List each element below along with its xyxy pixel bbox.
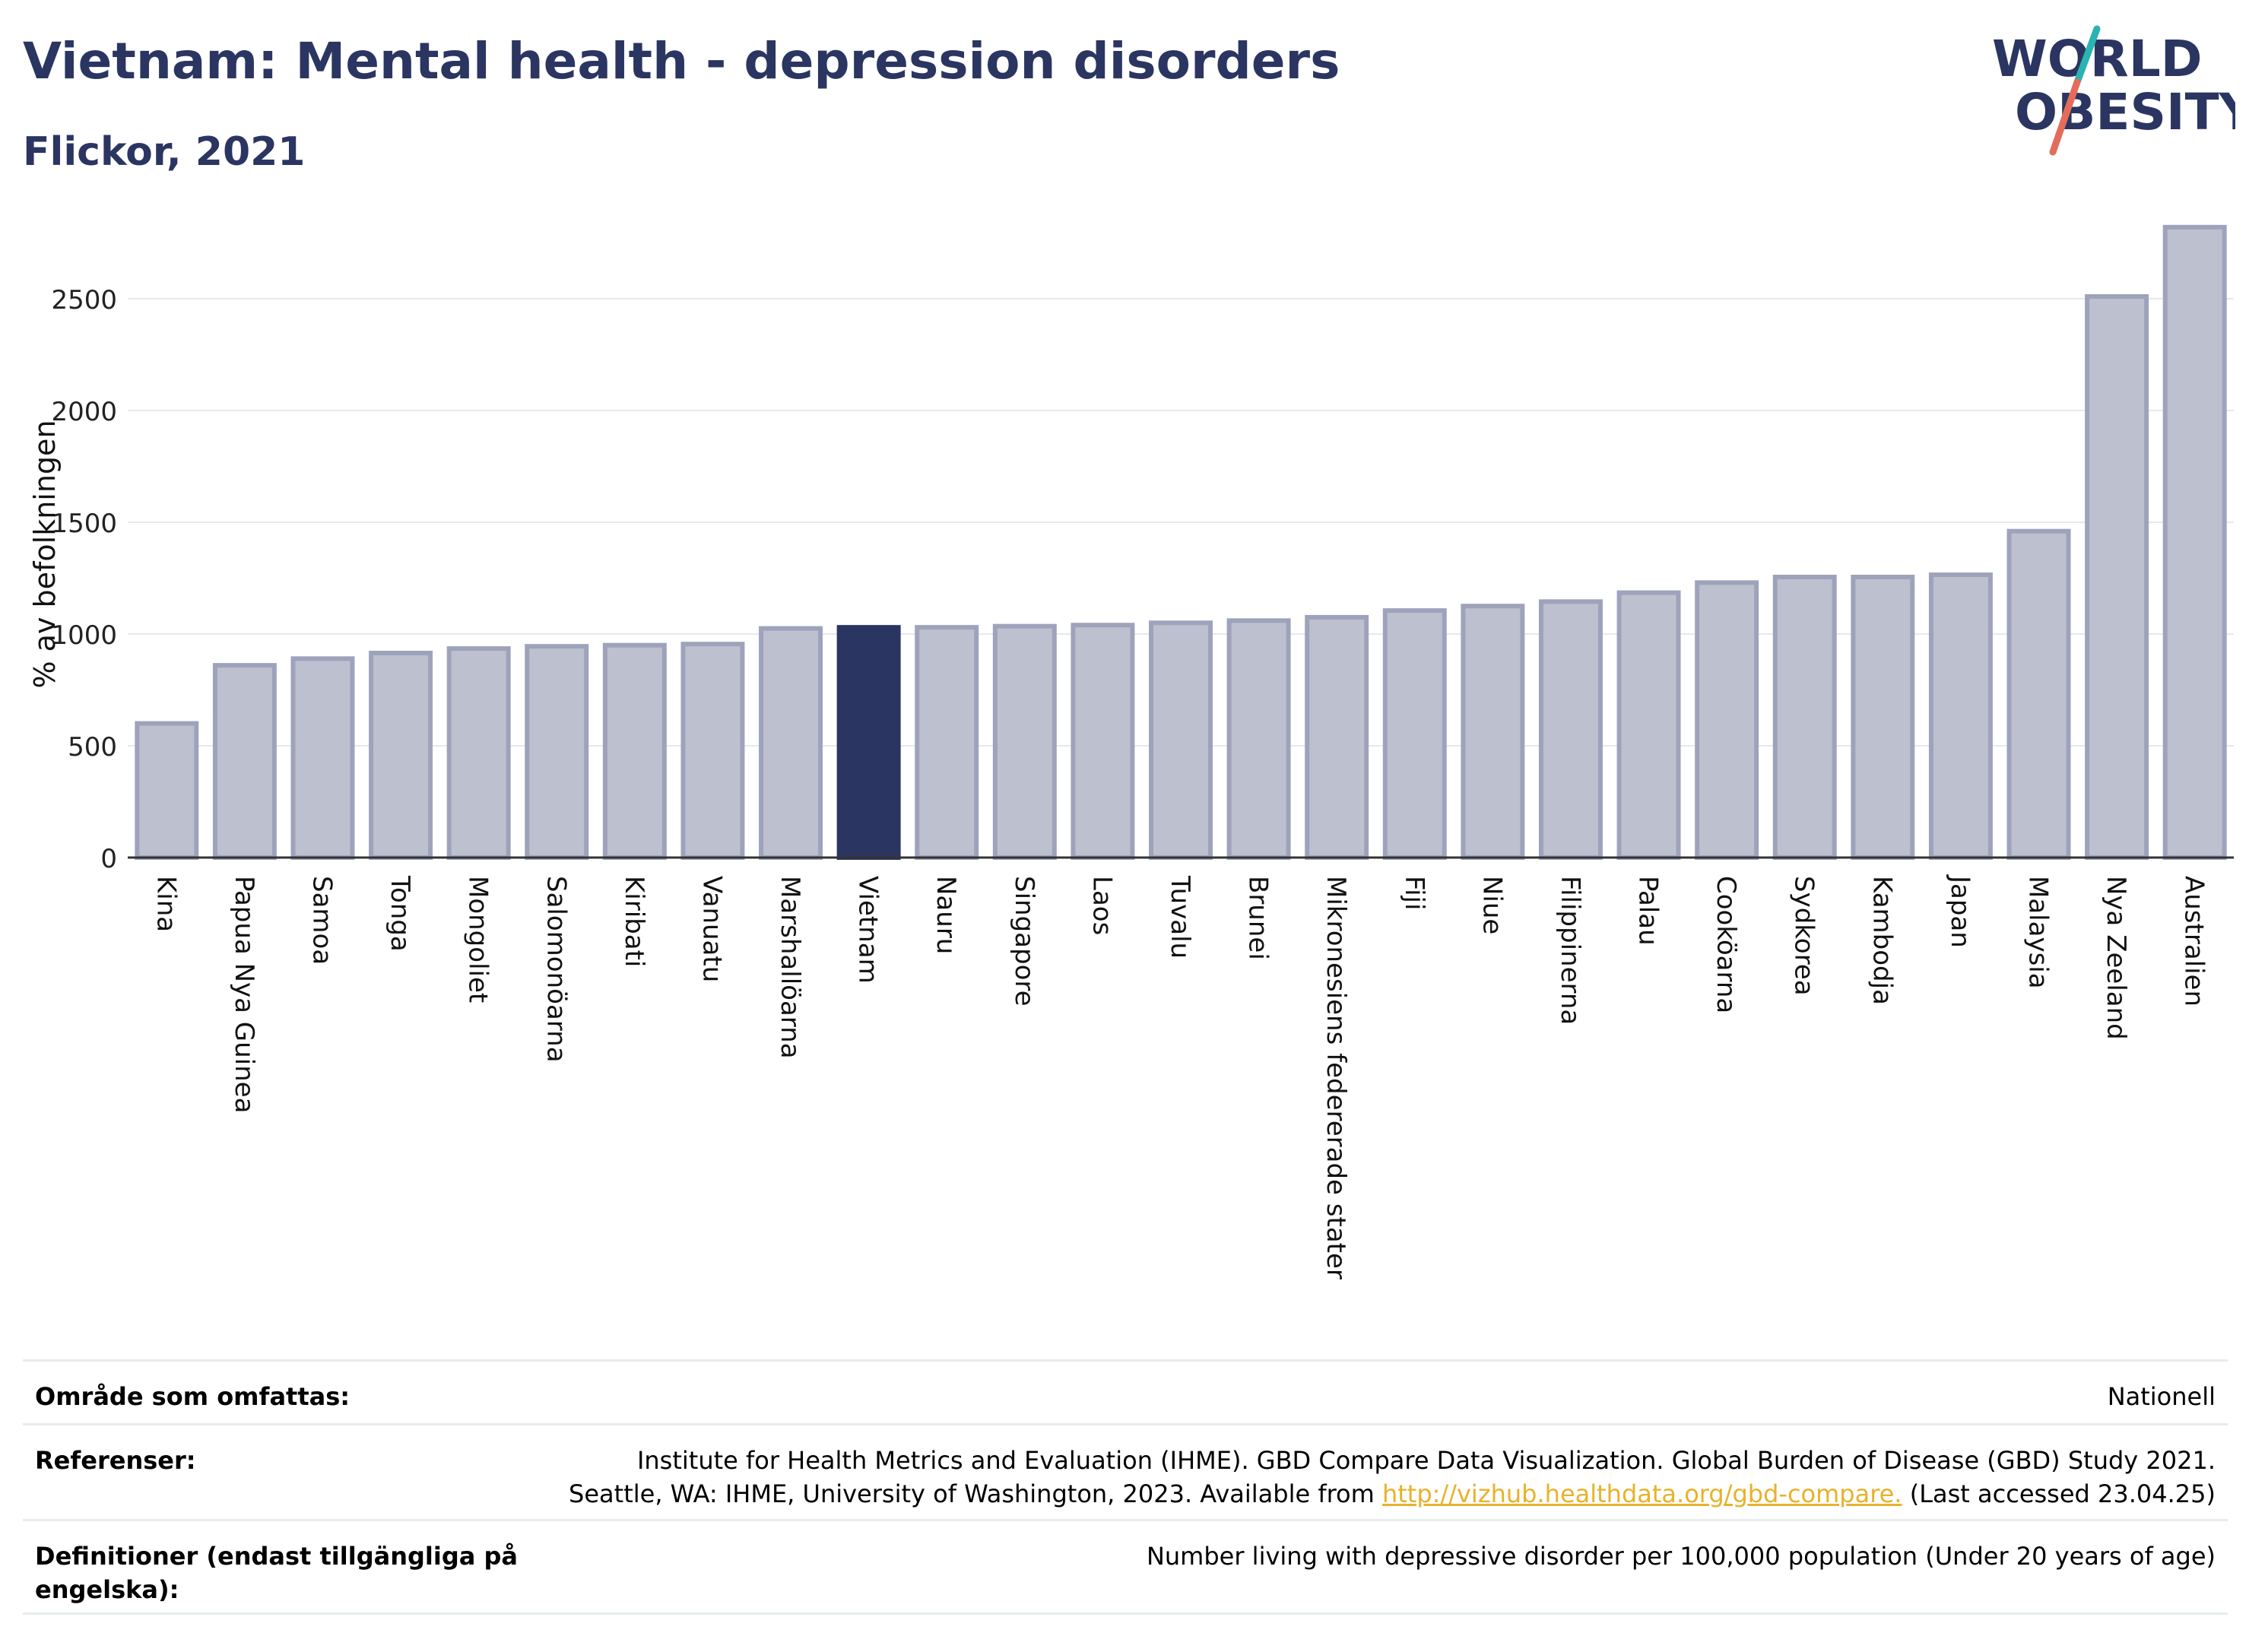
- bar-marshallöarna: [759, 626, 823, 860]
- x-tick-label: Japan: [1945, 874, 1975, 948]
- footer-row-references: Referenser: Institute for Health Metrics…: [23, 1423, 2228, 1519]
- x-tick-label: Palau: [1633, 876, 1664, 946]
- x-tick-label: Kambodja: [1867, 876, 1897, 1005]
- x-tick-label: Laos: [1086, 876, 1117, 935]
- y-tick-label: 1000: [51, 620, 117, 651]
- x-tick-label: Fiji: [1399, 876, 1429, 910]
- bar-nya-zeeland: [2085, 293, 2149, 860]
- x-tick-label: Vanuatu: [696, 876, 727, 982]
- bar-sydkorea: [1772, 574, 1837, 860]
- y-axis-title: % av befolkningen: [28, 420, 62, 688]
- references-text: Seattle, WA: IHME, University of Washing…: [569, 1479, 1382, 1508]
- bar-tonga: [369, 650, 433, 860]
- references-line-1: Institute for Health Metrics and Evaluat…: [636, 1446, 2216, 1475]
- x-tick-label: Sydkorea: [1789, 876, 1819, 996]
- references-value: Institute for Health Metrics and Evaluat…: [569, 1444, 2216, 1511]
- chart-footer: Område som omfattas: Nationell Referense…: [23, 1359, 2228, 1615]
- x-tick-label: Salomonöarna: [541, 876, 571, 1063]
- x-tick-label: Marshallöarna: [775, 876, 805, 1059]
- y-tick-label: 2000: [51, 397, 117, 427]
- y-tick-label: 500: [68, 732, 117, 763]
- x-tick-label: Australien: [2179, 876, 2209, 1007]
- bar-niue: [1461, 604, 1525, 860]
- chart-title: Vietnam: Mental health - depression diso…: [23, 32, 1340, 90]
- footer-row-coverage: Område som omfattas: Nationell: [23, 1359, 2228, 1423]
- footer-row-definitions: Definitioner (endast tillgängliga på eng…: [23, 1519, 2228, 1615]
- x-tick-label: Kiribati: [619, 876, 649, 967]
- logo-text-obesity: OBESITY: [2015, 83, 2235, 141]
- bar-japan: [1928, 572, 1993, 860]
- coverage-value: Nationell: [2107, 1382, 2216, 1411]
- bar-kina: [135, 721, 199, 860]
- x-tick-label: Tuvalu: [1165, 875, 1195, 959]
- bar-mongoliet: [446, 646, 511, 861]
- x-tick-label: Brunei: [1243, 876, 1274, 960]
- bar-tuvalu: [1149, 620, 1213, 861]
- x-tick-label: Mongoliet: [463, 876, 493, 1003]
- x-tick-label: Singapore: [1009, 876, 1039, 1007]
- references-link[interactable]: http://vizhub.healthdata.org/gbd-compare…: [1381, 1479, 1902, 1508]
- bar-nauru: [915, 625, 979, 860]
- bar-brunei: [1226, 618, 1291, 860]
- bar-samoa: [290, 656, 355, 860]
- bar-vanuatu: [680, 642, 745, 860]
- y-tick-label: 1500: [51, 509, 117, 539]
- bar-malaysia: [2006, 528, 2071, 861]
- bar-palau: [1616, 590, 1681, 860]
- bar-laos: [1071, 623, 1135, 860]
- bar-singapore: [992, 623, 1057, 861]
- bar-australien: [2162, 224, 2227, 860]
- x-tick-label: Niue: [1477, 876, 1507, 934]
- bar-papua-nya-guinea: [212, 663, 277, 860]
- x-tick-label: Cooköarna: [1711, 876, 1741, 1013]
- definitions-value: Number living with depressive disorder p…: [1146, 1542, 2216, 1571]
- y-tick-label: 0: [100, 844, 117, 874]
- bar-kambodja: [1851, 574, 1915, 860]
- x-tick-label: Vietnam: [853, 876, 883, 984]
- references-accessed: (Last accessed 23.04.25): [1902, 1479, 2216, 1508]
- chart-subtitle: Flickor, 2021: [23, 129, 306, 175]
- x-tick-label: Papua Nya Guinea: [229, 876, 259, 1113]
- x-tick-label: Nya Zeeland: [2101, 876, 2131, 1040]
- references-line-2: Seattle, WA: IHME, University of Washing…: [569, 1477, 2216, 1511]
- coverage-label: Område som omfattas:: [35, 1382, 351, 1411]
- logo-slash-red: [2049, 78, 2081, 156]
- x-tick-label: Kina: [151, 876, 181, 932]
- world-obesity-logo: WORLD OBESITY: [1992, 25, 2235, 156]
- x-tick-label: Tonga: [385, 875, 415, 952]
- x-tick-label: Mikronesiens federerade stater: [1321, 876, 1351, 1279]
- x-tick-label: Filippinerna: [1555, 876, 1585, 1025]
- bar-mikronesiens-federerade-stater: [1305, 614, 1369, 860]
- definitions-label: Definitioner (endast tillgängliga på eng…: [35, 1542, 518, 1604]
- y-tick-label: 2500: [51, 285, 117, 315]
- bar-cooköarna: [1695, 580, 1759, 860]
- bar-chart: 0 500 1000 1500 2000 2500 % av befolkningen Kin…: [28, 224, 2234, 1279]
- x-tick-label: Nauru: [931, 876, 961, 954]
- x-tick-label: Samoa: [306, 876, 337, 965]
- bar-filippinerna: [1538, 599, 1603, 860]
- logo-text-world: WORLD: [1992, 30, 2203, 88]
- bar-fiji: [1382, 608, 1447, 861]
- x-tick-label: Malaysia: [2023, 876, 2054, 989]
- logo-slash-teal: [2073, 25, 2101, 86]
- bar-salomonöarna: [525, 644, 589, 860]
- references-label: Referenser:: [35, 1446, 196, 1475]
- bar-vietnam: [836, 625, 901, 860]
- bar-kiribati: [602, 642, 667, 861]
